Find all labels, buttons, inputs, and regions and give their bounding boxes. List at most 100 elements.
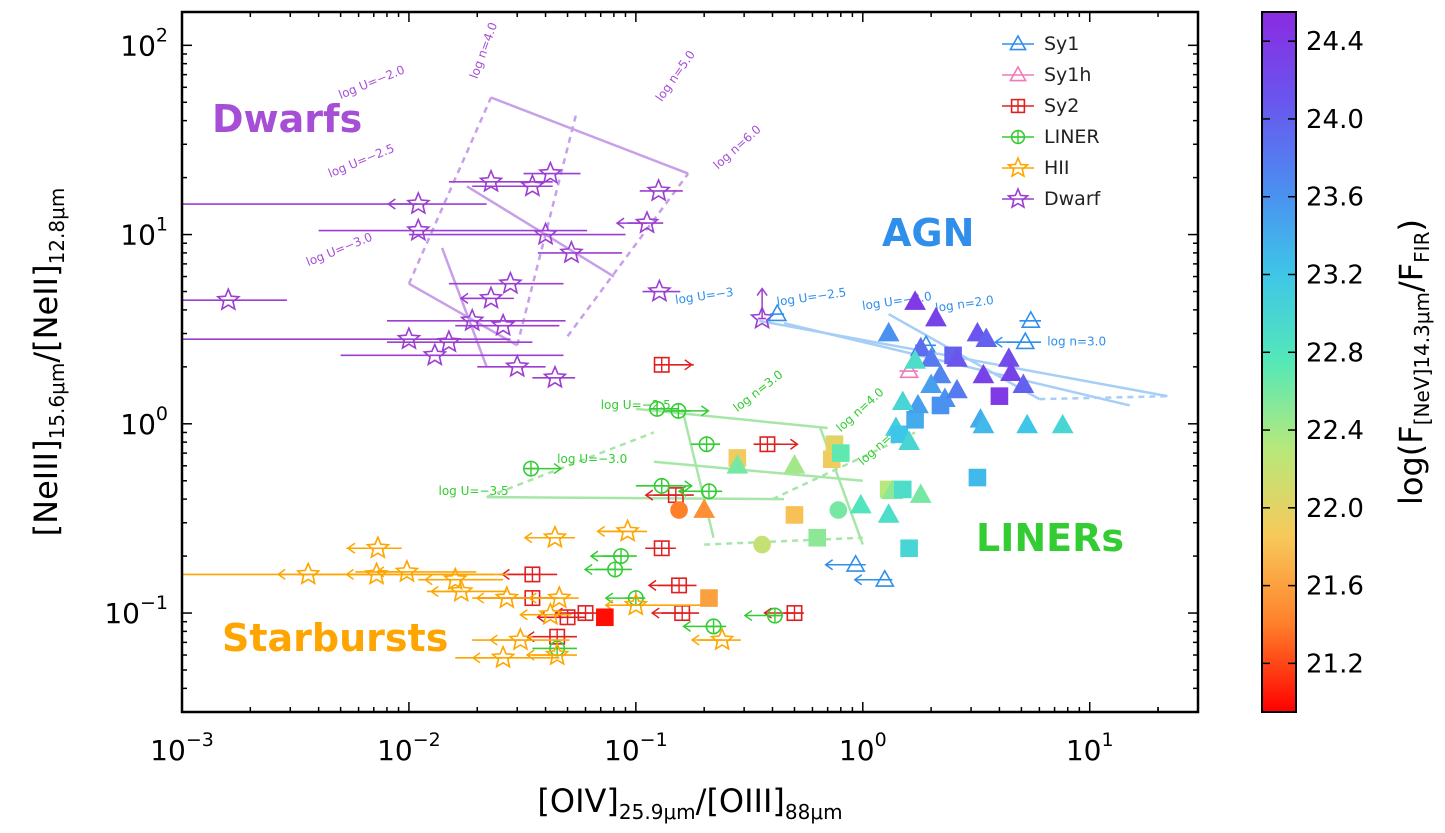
legend: Sy1 Sy1h Sy2 LINER HII Dwarf — [1002, 33, 1102, 210]
data-point-colored-triangle — [1016, 413, 1039, 434]
data-point-colored-triangle — [929, 363, 952, 384]
model-grid-line — [486, 495, 785, 501]
upper-limit-arrowhead — [423, 574, 433, 586]
model-grid-label: log U=−3.0 — [304, 230, 374, 269]
data-point-hii — [546, 585, 572, 609]
data-point-colored-square — [596, 608, 614, 627]
data-point-sy1 — [767, 303, 788, 322]
model-grid-dashed-line — [566, 172, 690, 338]
legend-marker — [1009, 34, 1027, 51]
data-point-dwarf — [405, 190, 431, 215]
data-point-hii — [544, 641, 570, 666]
colorbar-tick-label: 22.0 — [1306, 494, 1364, 524]
data-point-colored-triangle — [972, 363, 995, 384]
legend-item-hii: HII — [1002, 155, 1070, 179]
legend-label: LINER — [1044, 126, 1100, 148]
lower-limit-arrowhead — [684, 480, 694, 492]
model-grid-dashed-line — [486, 431, 655, 499]
y-tick-label: 10−1 — [104, 592, 168, 630]
model-grid-line — [490, 96, 689, 175]
upper-limit-arrowhead — [489, 634, 498, 646]
legend-item-liner: LINER — [1002, 126, 1100, 148]
data-point-hii — [615, 518, 641, 542]
model-grid-dashed-line — [704, 536, 863, 546]
model-grid-label: log U=−2.5 — [326, 141, 396, 180]
data-point-colored-circle — [670, 501, 688, 519]
data-point-dwarf — [478, 168, 504, 193]
upper-limit-arrowhead — [644, 489, 654, 501]
lower-limit-arrowhead — [700, 405, 710, 417]
data-point-hii — [365, 535, 391, 559]
model-grid-line — [888, 312, 1040, 401]
model-grid-label: log n=3.0 — [1047, 334, 1106, 348]
data-point-colored-square — [906, 410, 924, 429]
legend-label: Sy1 — [1044, 33, 1079, 55]
data-point-colored-triangle — [726, 454, 749, 474]
y-tick-label: 102 — [120, 24, 168, 62]
x-tick-label: 100 — [839, 729, 887, 767]
data-point-dwarf — [490, 312, 516, 337]
data-point-colored-triangle — [972, 413, 995, 434]
model-grid-label: log U=−3 — [674, 285, 734, 307]
legend-marker — [1006, 186, 1030, 209]
legend-item-sy2: Sy2 — [1002, 95, 1079, 117]
data-point-hii — [490, 644, 516, 669]
data-point-dwarf — [749, 305, 775, 330]
data-point-dwarf — [646, 177, 672, 202]
data-point-dwarf — [634, 210, 660, 234]
data-point-dwarf — [533, 221, 558, 246]
data-point-colored-triangle — [783, 454, 806, 474]
data-point-colored-triangle — [877, 321, 900, 342]
region-label-dwarfs: Dwarfs — [212, 97, 362, 141]
data-point-colored-triangle — [1000, 361, 1022, 382]
model-grid-dashed-line — [515, 110, 579, 346]
upper-limit-arrowhead — [345, 568, 354, 581]
data-point-colored-triangle — [1051, 413, 1074, 434]
legend-item-sy1: Sy1 — [1002, 33, 1079, 55]
data-point-colored-square — [931, 396, 950, 415]
data-point-dwarf — [405, 217, 431, 242]
upper-limit-arrowhead — [647, 579, 657, 592]
upper-limit-arrowhead — [387, 198, 396, 210]
region-label-liners: LINERs — [976, 516, 1124, 560]
data-point-colored-triangle — [920, 373, 942, 393]
x-tick-label: 10−2 — [377, 729, 441, 767]
upper-limit-arrowhead — [346, 542, 356, 554]
lower-limit-arrowhead — [553, 462, 563, 475]
colorbar-tick-label: 24.4 — [1306, 27, 1364, 57]
upper-limit-arrowhead — [523, 532, 533, 544]
data-point-colored-circle — [753, 535, 771, 554]
data-point-colored-triangle — [898, 430, 920, 450]
data-point-colored-triangle — [920, 347, 942, 367]
data-point-colored-triangle — [946, 347, 968, 367]
data-point-hii — [295, 561, 321, 585]
model-grid-label: log U=−3.5 — [439, 484, 509, 498]
legend-item-dwarf: Dwarf — [1002, 186, 1102, 210]
data-point-dwarf — [559, 239, 584, 264]
data-point-hii — [623, 592, 649, 616]
lower-limit-arrowhead — [756, 287, 768, 296]
upper-limit-arrowhead — [690, 634, 700, 646]
model-grid-line — [653, 460, 863, 483]
model-grid-line — [635, 407, 828, 430]
model-grid-label: log n=5.0 — [653, 48, 698, 104]
data-points-layer — [182, 160, 1074, 669]
axes-layer: 10−3 10−2 10−1 100 101 10−1 100 101 102 — [104, 12, 1199, 767]
data-point-colored-square — [808, 528, 827, 547]
y-tick-label: 100 — [120, 403, 168, 441]
upper-limit-arrowhead — [471, 652, 481, 664]
region-label-starbursts: Starbursts — [222, 616, 448, 660]
model-grid-label: log n=4.0 — [833, 385, 886, 435]
data-point-colored-triangle — [849, 493, 872, 514]
upper-limit-arrowhead — [615, 217, 625, 229]
model-grid-dashed-line — [407, 96, 493, 285]
legend-label: Sy2 — [1044, 95, 1079, 117]
upper-limit-arrowhead — [375, 566, 385, 578]
model-grid-label: log n=2.0 — [934, 293, 994, 315]
data-point-colored-triangle — [891, 390, 914, 411]
plot-area-frame — [180, 10, 1200, 714]
upper-limit-arrowhead — [596, 525, 606, 538]
upper-limit-arrowhead — [475, 592, 485, 604]
data-point-sy1 — [845, 554, 866, 572]
